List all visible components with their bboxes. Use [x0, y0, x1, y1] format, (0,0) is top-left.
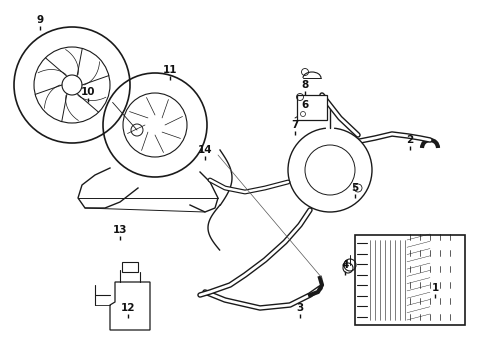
- Text: 1: 1: [431, 283, 439, 293]
- Text: 10: 10: [81, 87, 95, 97]
- Text: 7: 7: [292, 120, 299, 130]
- Text: 14: 14: [197, 145, 212, 155]
- Text: 6: 6: [301, 100, 309, 110]
- Text: 5: 5: [351, 183, 359, 193]
- Text: 2: 2: [406, 135, 414, 145]
- Bar: [122, 262, 138, 272]
- Polygon shape: [110, 282, 150, 330]
- Text: 13: 13: [113, 225, 127, 235]
- Text: 12: 12: [121, 303, 135, 313]
- Text: 11: 11: [163, 65, 177, 75]
- Bar: [297, 95, 327, 120]
- Circle shape: [288, 128, 372, 212]
- Text: 9: 9: [36, 15, 44, 25]
- Circle shape: [305, 145, 355, 195]
- Text: 8: 8: [301, 80, 309, 90]
- Text: 4: 4: [342, 260, 349, 270]
- Bar: [355, 235, 465, 325]
- Text: 3: 3: [296, 303, 304, 313]
